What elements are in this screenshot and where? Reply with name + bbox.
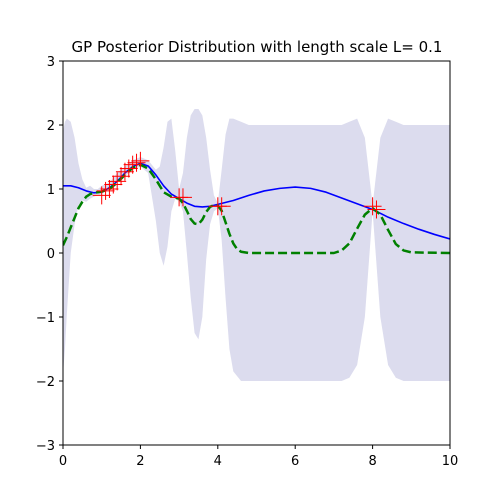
y-tick-label: −1: [36, 311, 55, 326]
x-tick-label: 10: [442, 454, 459, 469]
y-tick-label: 0: [47, 247, 55, 262]
x-tick-label: 2: [136, 454, 144, 469]
y-tick-label: 1: [47, 183, 55, 198]
x-tick-label: 0: [59, 454, 67, 469]
y-tick-label: −2: [36, 375, 55, 390]
x-tick-label: 4: [214, 454, 222, 469]
x-tick-label: 6: [291, 454, 299, 469]
y-tick-label: 3: [47, 55, 55, 70]
y-tick-label: −3: [36, 439, 55, 454]
x-tick-label: 8: [368, 454, 376, 469]
y-tick-label: 2: [47, 119, 55, 134]
chart-title: GP Posterior Distribution with length sc…: [72, 38, 443, 56]
